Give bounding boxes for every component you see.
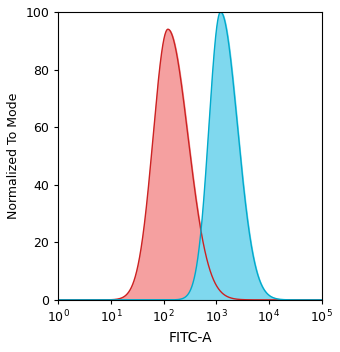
Y-axis label: Normalized To Mode: Normalized To Mode bbox=[7, 93, 20, 219]
X-axis label: FITC-A: FITC-A bbox=[168, 331, 212, 345]
